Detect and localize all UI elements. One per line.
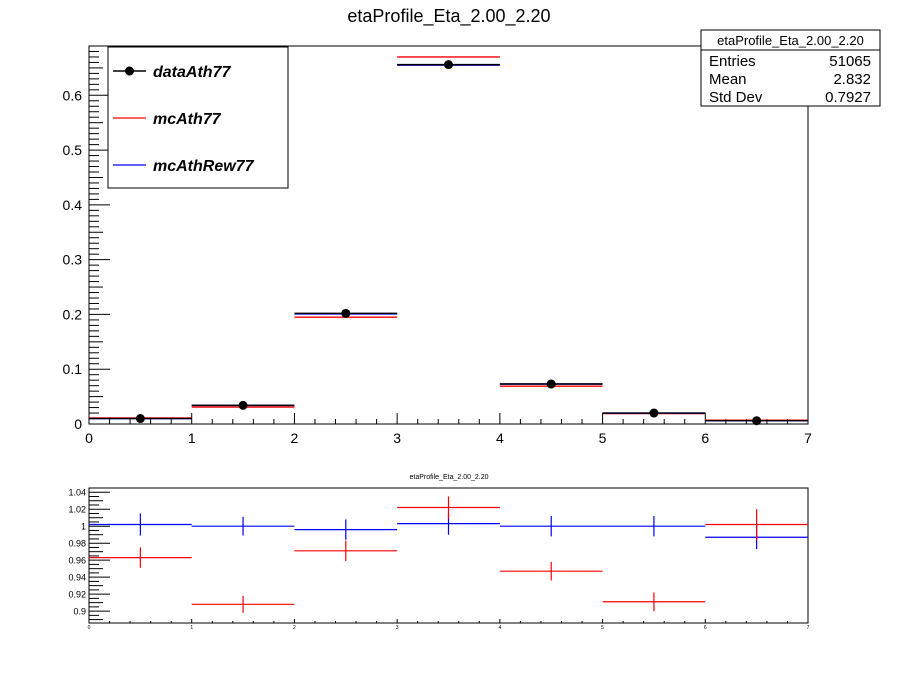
main-xtick-label: 6	[701, 430, 709, 446]
stats-box-frame	[700, 29, 881, 107]
ratio-xtick-label: 7	[807, 625, 810, 631]
legend-entry-dataAth77: dataAth77	[113, 64, 231, 81]
stats-label-stddev: Std Dev	[709, 89, 763, 106]
ratio-ytick-label: 0.96	[68, 556, 86, 566]
ratio-xtick-label: 1	[190, 625, 193, 631]
ratio-ytick-label: 0.94	[68, 573, 86, 583]
ratio-ytick-label: 1.04	[68, 488, 86, 498]
data-point	[444, 60, 453, 70]
stats-value-stddev: 0.7927	[825, 89, 871, 106]
main-xtick-label: 5	[599, 430, 607, 446]
main-ytick-label: 0.5	[63, 142, 83, 158]
data-point	[546, 379, 556, 389]
ratio-ytick-label: 0.92	[68, 590, 86, 600]
ratio-ytick-label: 0.98	[68, 539, 86, 549]
main-axis-ticks: 0 1 2 3 4 5 6 7 0 0.1 0.2 0.3 0.4 0.5 0.6	[63, 45, 812, 446]
ratio-xtick-label: 3	[396, 625, 399, 631]
stats-value-entries: 51065	[829, 53, 871, 70]
main-ytick-label: 0.2	[63, 306, 83, 322]
legend-label-mcAthRew77: mcAthRew77	[153, 158, 255, 175]
stats-box-title: etaProfile_Eta_2.00_2.20	[717, 33, 864, 48]
main-ytick-label: 0.4	[63, 197, 83, 213]
legend-label-dataAth77: dataAth77	[153, 64, 231, 81]
main-xtick-label: 3	[393, 430, 401, 446]
ratio-ytick-label: 0.9	[73, 607, 86, 617]
legend-marker-dataAth77	[125, 66, 134, 76]
stats-label-entries: Entries	[709, 53, 756, 70]
main-xtick-label: 4	[496, 430, 504, 446]
ratio-axis-ticks: 0 1 2 3 4 5 6 7 0.9 0.92 0.94 0.96 0.98 1 1.02 1.04	[68, 487, 810, 631]
main-xtick-label: 1	[188, 430, 196, 446]
main-ytick-label: 0.6	[63, 87, 83, 103]
ratio-series-group	[89, 496, 808, 613]
ratio-ytick-label: 1	[81, 522, 86, 532]
ratio-xtick-label: 5	[601, 625, 604, 631]
main-ytick-label: 0.1	[63, 361, 83, 377]
main-xtick-label: 0	[85, 430, 93, 446]
data-point	[341, 308, 351, 318]
data-point	[238, 400, 248, 410]
legend-label-mcAth77: mcAth77	[153, 111, 222, 128]
legend-entry-mcAthRew77: mcAthRew77	[113, 158, 255, 175]
data-point	[752, 416, 762, 426]
legend: dataAth77 mcAth77 mcAthRew77	[107, 46, 289, 189]
stats-box: etaProfile_Eta_2.00_2.20 Entries 51065 M…	[700, 29, 881, 107]
ratio-xtick-label: 4	[498, 625, 501, 631]
main-xtick-label: 2	[291, 430, 299, 446]
data-point	[135, 414, 145, 424]
main-chart-title: etaProfile_Eta_2.00_2.20	[347, 6, 550, 27]
main-plot-frame	[88, 45, 809, 425]
legend-entry-mcAth77: mcAth77	[113, 111, 222, 128]
stats-label-mean: Mean	[709, 71, 747, 88]
ratio-chart-title: etaProfile_Eta_2.00_2.20	[409, 474, 488, 481]
main-series-group	[89, 56, 808, 426]
ratio-xtick-label: 6	[704, 625, 707, 631]
main-ytick-label: 0.3	[63, 252, 83, 268]
main-ytick-label: 0	[74, 416, 82, 432]
main-xtick-label: 7	[804, 430, 812, 446]
ratio-xtick-label: 2	[293, 625, 296, 631]
ratio-xtick-label: 0	[88, 625, 91, 631]
stats-value-mean: 2.832	[833, 71, 871, 88]
data-point	[649, 408, 659, 418]
ratio-ytick-label: 1.02	[68, 505, 86, 515]
